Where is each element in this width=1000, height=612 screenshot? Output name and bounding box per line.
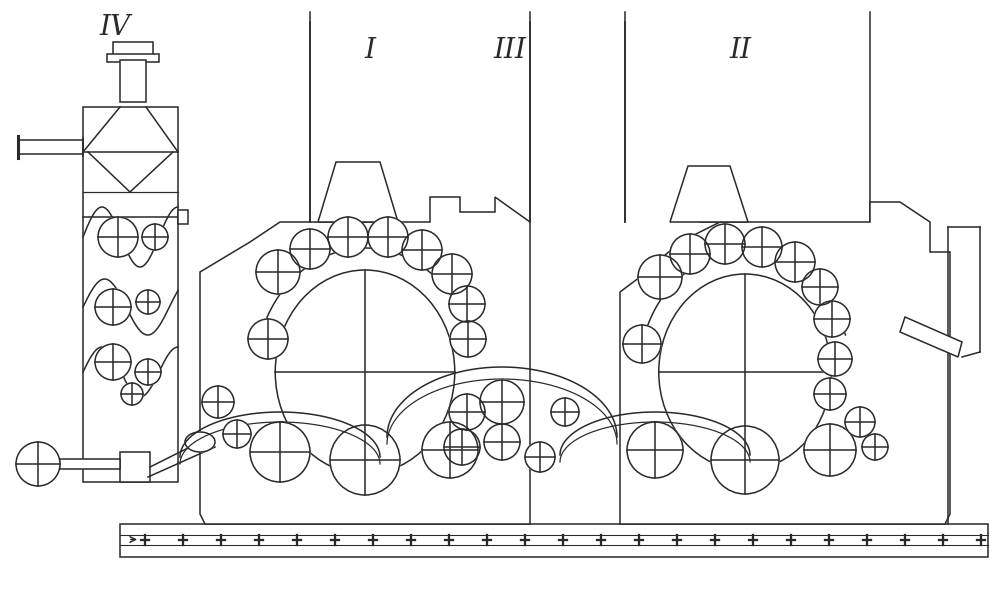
- Circle shape: [98, 217, 138, 257]
- Text: III: III: [494, 37, 526, 64]
- Circle shape: [705, 224, 745, 264]
- Circle shape: [742, 227, 782, 267]
- Circle shape: [328, 217, 368, 257]
- Circle shape: [814, 378, 846, 410]
- Circle shape: [480, 380, 524, 424]
- Circle shape: [95, 289, 131, 325]
- Polygon shape: [200, 197, 530, 524]
- Circle shape: [250, 422, 310, 482]
- Bar: [348, 167, 366, 222]
- Polygon shape: [900, 317, 962, 357]
- Circle shape: [449, 394, 485, 430]
- Circle shape: [627, 422, 683, 478]
- Circle shape: [290, 229, 330, 269]
- Circle shape: [711, 426, 779, 494]
- Circle shape: [804, 424, 856, 476]
- Circle shape: [368, 217, 408, 257]
- Polygon shape: [318, 162, 398, 222]
- Circle shape: [142, 224, 168, 250]
- Circle shape: [449, 286, 485, 322]
- Circle shape: [248, 319, 288, 359]
- Circle shape: [775, 242, 815, 282]
- Bar: [178, 210, 188, 224]
- Circle shape: [814, 301, 850, 337]
- Bar: [83, 107, 178, 482]
- Polygon shape: [620, 202, 950, 524]
- Circle shape: [432, 254, 472, 294]
- Circle shape: [444, 429, 480, 465]
- Circle shape: [422, 422, 478, 478]
- Bar: [700, 172, 718, 222]
- Circle shape: [256, 250, 300, 294]
- Circle shape: [450, 321, 486, 357]
- Bar: [107, 54, 159, 62]
- Circle shape: [16, 442, 60, 486]
- Circle shape: [862, 434, 888, 460]
- Bar: [694, 168, 724, 174]
- Circle shape: [845, 407, 875, 437]
- Circle shape: [135, 359, 161, 385]
- Text: II: II: [729, 37, 751, 64]
- Circle shape: [551, 398, 579, 426]
- Circle shape: [402, 230, 442, 270]
- Bar: [60, 459, 120, 469]
- Bar: [18, 140, 83, 154]
- Circle shape: [802, 269, 838, 305]
- Bar: [113, 42, 153, 57]
- Text: IV: IV: [100, 14, 130, 41]
- Circle shape: [670, 234, 710, 274]
- Bar: [120, 60, 146, 102]
- Circle shape: [136, 290, 160, 314]
- Circle shape: [330, 425, 400, 495]
- Circle shape: [121, 383, 143, 405]
- Circle shape: [223, 420, 251, 448]
- Ellipse shape: [275, 270, 455, 474]
- Ellipse shape: [185, 432, 215, 452]
- Polygon shape: [670, 166, 748, 222]
- Circle shape: [484, 424, 520, 460]
- Bar: [342, 163, 372, 169]
- Text: I: I: [364, 37, 376, 64]
- Circle shape: [818, 342, 852, 376]
- Circle shape: [525, 442, 555, 472]
- Bar: [120, 524, 988, 557]
- Circle shape: [202, 386, 234, 418]
- Circle shape: [638, 255, 682, 299]
- Circle shape: [95, 344, 131, 380]
- Bar: [120, 452, 150, 482]
- Circle shape: [623, 325, 661, 363]
- Ellipse shape: [659, 274, 831, 470]
